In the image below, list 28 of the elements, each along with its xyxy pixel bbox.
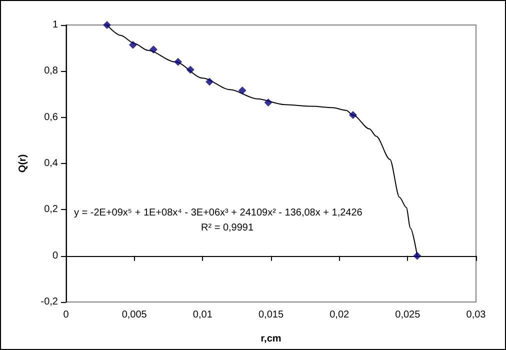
- annotation: R² = 0,9991: [201, 222, 254, 234]
- point: [413, 252, 422, 260]
- x-tick-label: 0,005: [122, 310, 148, 320]
- point: [128, 40, 137, 49]
- y-tick-label: -0,2: [40, 296, 58, 308]
- y-axis-title: Q(r): [18, 154, 28, 173]
- point: [264, 98, 272, 107]
- x-tick-label: 0,025: [395, 310, 421, 320]
- annotation: y = -2E+09x⁵ + 1E+08x⁴ - 3E+06x³ + 24109x² - 136,08x + 1,2426: [74, 208, 363, 218]
- y-tick-label: 1: [52, 20, 58, 30]
- point: [349, 111, 357, 120]
- point: [174, 58, 182, 66]
- y-tick-label: 0: [52, 250, 58, 262]
- x-tick-label: 0,02: [330, 310, 350, 320]
- point: [186, 66, 194, 74]
- point: [206, 78, 214, 86]
- x-tick-label: 0,015: [258, 310, 284, 320]
- x-tick-label: 0: [63, 310, 70, 320]
- x-tick-label: 0,01: [192, 310, 213, 320]
- x-axis-title: r,cm: [260, 334, 282, 344]
- point: [103, 21, 111, 29]
- point: [238, 86, 246, 95]
- y-tick-label: 0,8: [44, 66, 58, 77]
- y-tick-label: 0,4: [44, 158, 58, 169]
- y-tick-label: 0,6: [44, 112, 58, 123]
- x-tick-label: 0,03: [466, 310, 486, 320]
- y-tick-label: 0,2: [44, 204, 58, 216]
- point: [149, 45, 158, 54]
